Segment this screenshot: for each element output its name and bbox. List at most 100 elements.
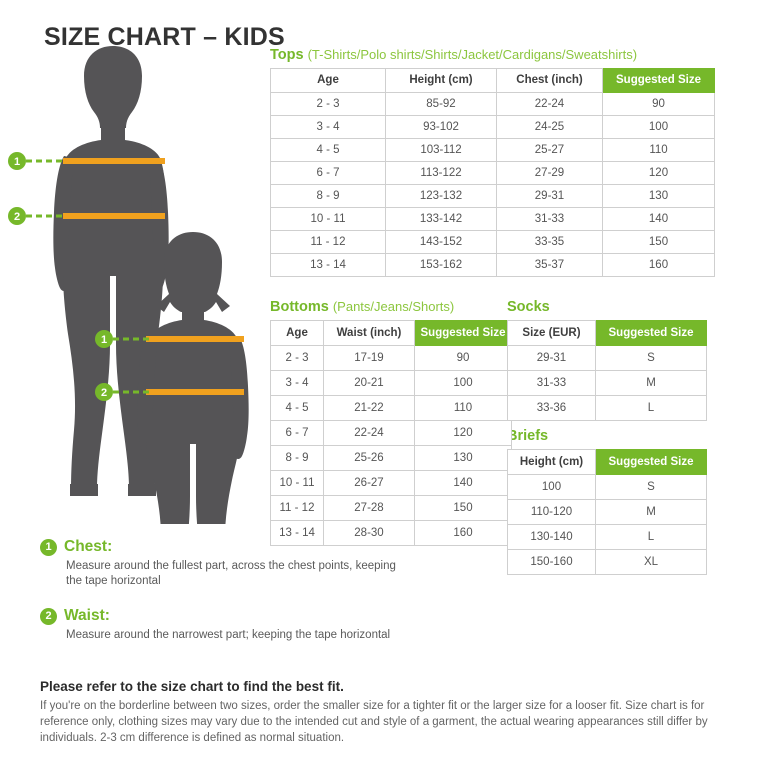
- column-header: Age: [270, 320, 324, 346]
- table-cell: 22-24: [496, 92, 603, 116]
- table-row: 11 - 12 27-28 150: [270, 495, 512, 521]
- footer-title: Please refer to the size chart to find t…: [40, 679, 344, 694]
- table-cell: 150: [414, 495, 512, 521]
- table-cell: 25-26: [323, 445, 415, 471]
- table-cell: M: [595, 370, 707, 396]
- table-row: 100 S: [507, 474, 707, 500]
- table-cell: L: [595, 395, 707, 421]
- section-title-tops: Tops: [270, 47, 304, 63]
- girl-silhouette: [137, 232, 249, 524]
- column-header: Height (cm): [385, 68, 497, 93]
- table-cell: 33-35: [496, 230, 603, 254]
- badge-1-icon: 1: [40, 538, 57, 556]
- table-cell: 100: [507, 474, 596, 500]
- section-title-bottoms: Bottoms: [270, 299, 329, 315]
- table-cell: 6 - 7: [270, 420, 324, 446]
- table-tops: Age Height (cm) Chest (inch) Suggested Size…: [270, 68, 715, 277]
- footer-body: If you're on the borderline between two …: [40, 700, 708, 744]
- column-header: Age: [270, 68, 386, 93]
- table-cell: 21-22: [323, 395, 415, 421]
- table-cell: 24-25: [496, 115, 603, 139]
- section-label-tops: Tops (T-Shirts/Polo shirts/Shirts/Jacket…: [270, 47, 637, 63]
- section-subtitle-tops: (T-Shirts/Polo shirts/Shirts/Jacket/Card…: [307, 47, 638, 62]
- table-cell: L: [595, 524, 707, 550]
- table-row: 110-120 M: [507, 499, 707, 525]
- table-row: 13 - 14 28-30 160: [270, 520, 512, 546]
- table-cell: 100: [602, 115, 715, 139]
- svg-text:1: 1: [14, 156, 20, 168]
- table-cell: 120: [602, 161, 715, 185]
- table-cell: 33-36: [507, 395, 596, 421]
- table-row: 130-140 L: [507, 524, 707, 550]
- section-label-socks: Socks: [507, 299, 550, 315]
- girl-chest-band: [146, 336, 244, 342]
- table-row: 6 - 7 22-24 120: [270, 420, 512, 446]
- boy-marker-2: 2: [8, 207, 26, 225]
- table-cell: 26-27: [323, 470, 415, 496]
- table-cell: 8 - 9: [270, 184, 386, 208]
- table-row: 8 - 9 123-132 29-31 130: [270, 184, 715, 208]
- column-header: Suggested Size: [414, 320, 512, 346]
- svg-text:2: 2: [101, 387, 107, 399]
- table-cell: 3 - 4: [270, 370, 324, 396]
- table-cell: 31-33: [507, 370, 596, 396]
- table-row: 3 - 4 20-21 100: [270, 370, 512, 396]
- table-cell: 150-160: [507, 549, 596, 575]
- table-row: 13 - 14 153-162 35-37 160: [270, 253, 715, 277]
- boy-marker-1: 1: [8, 152, 26, 170]
- table-cell: 90: [602, 92, 715, 116]
- table-row: 33-36 L: [507, 395, 707, 421]
- legend-chest-body: Measure around the fullest part, across …: [66, 560, 396, 587]
- table-cell: 4 - 5: [270, 395, 324, 421]
- table-cell: 2 - 3: [270, 92, 386, 116]
- table-row: 31-33 M: [507, 370, 707, 396]
- table-cell: 90: [414, 345, 512, 371]
- table-socks: Size (EUR) Suggested Size 29-31 S 31-33 M 33-3…: [507, 320, 707, 421]
- table-cell: S: [595, 345, 707, 371]
- table-cell: 160: [414, 520, 512, 546]
- table-cell: 140: [602, 207, 715, 231]
- table-cell: 31-33: [496, 207, 603, 231]
- column-header: Height (cm): [507, 449, 596, 475]
- table-cell: S: [595, 474, 707, 500]
- legend-chest: 1 Chest: Measure around the fullest part…: [40, 538, 396, 589]
- badge-2-icon: 2: [40, 607, 57, 625]
- table-cell: 150: [602, 230, 715, 254]
- table-cell: 100: [414, 370, 512, 396]
- table-briefs: Height (cm) Suggested Size 100 S 110-120 M 130…: [507, 449, 707, 575]
- table-row: 150-160 XL: [507, 549, 707, 575]
- column-header: Size (EUR): [507, 320, 596, 346]
- legend-chest-title: Chest:: [64, 538, 113, 555]
- boy-waist-band: [63, 213, 165, 219]
- table-cell: 2 - 3: [270, 345, 324, 371]
- legend-waist: 2 Waist: Measure around the narrowest pa…: [40, 607, 390, 643]
- table-cell: 10 - 11: [270, 470, 324, 496]
- table-row: 6 - 7 113-122 27-29 120: [270, 161, 715, 185]
- column-header: Chest (inch): [496, 68, 603, 93]
- table-cell: XL: [595, 549, 707, 575]
- table-cell: 123-132: [385, 184, 497, 208]
- section-label-bottoms: Bottoms (Pants/Jeans/Shorts): [270, 299, 454, 315]
- table-cell: 8 - 9: [270, 445, 324, 471]
- table-cell: 160: [602, 253, 715, 277]
- table-row: 3 - 4 93-102 24-25 100: [270, 115, 715, 139]
- table-cell: 130: [602, 184, 715, 208]
- table-row: 8 - 9 25-26 130: [270, 445, 512, 471]
- table-cell: 11 - 12: [270, 495, 324, 521]
- section-title-socks: Socks: [507, 299, 550, 315]
- table-cell: 11 - 12: [270, 230, 386, 254]
- legend-waist-title: Waist:: [64, 607, 110, 624]
- section-label-briefs: Briefs: [507, 428, 548, 444]
- column-header: Suggested Size: [602, 68, 715, 93]
- table-cell: 113-122: [385, 161, 497, 185]
- table-row: 4 - 5 103-112 25-27 110: [270, 138, 715, 162]
- table-cell: 17-19: [323, 345, 415, 371]
- table-cell: 130: [414, 445, 512, 471]
- table-cell: 3 - 4: [270, 115, 386, 139]
- table-cell: 27-29: [496, 161, 603, 185]
- section-title-briefs: Briefs: [507, 428, 549, 444]
- page-title: SIZE CHART – KIDS: [44, 22, 285, 51]
- table-row: 11 - 12 143-152 33-35 150: [270, 230, 715, 254]
- figures-illustration: 1 2: [0, 44, 270, 524]
